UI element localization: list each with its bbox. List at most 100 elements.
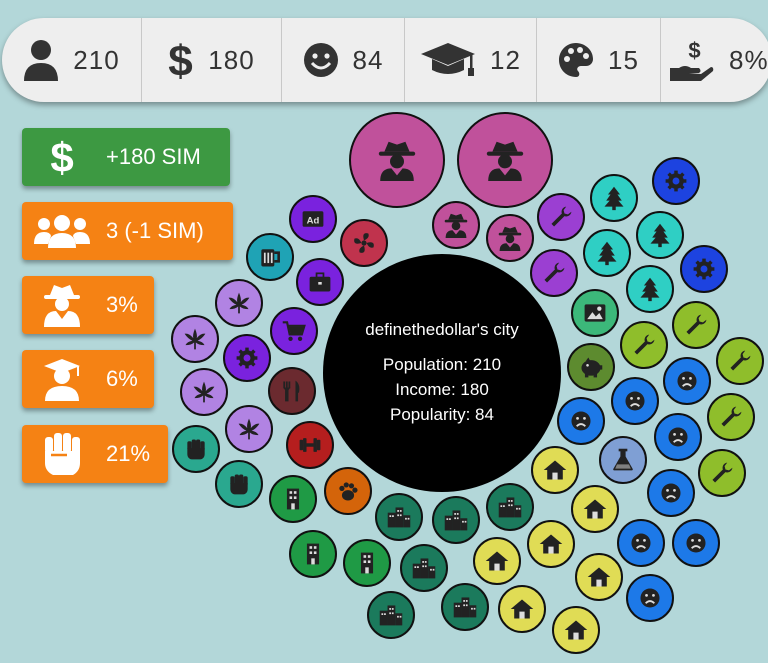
- citizens-button[interactable]: 3 (-1 SIM): [22, 202, 233, 260]
- cart-bubble[interactable]: [270, 307, 318, 355]
- spy-bubble[interactable]: [457, 112, 553, 208]
- gear-bubble[interactable]: [680, 245, 728, 293]
- leaf-bubble[interactable]: [180, 368, 228, 416]
- sad-bubble[interactable]: [617, 519, 665, 567]
- city-bubble[interactable]: [441, 583, 489, 631]
- wrench-bubble[interactable]: [698, 449, 746, 497]
- wrench-icon: [721, 406, 742, 427]
- tree-bubble[interactable]: [590, 174, 638, 222]
- city-bubble[interactable]: [486, 483, 534, 531]
- happiness-stat[interactable]: 84: [282, 18, 405, 102]
- wrench-icon: [730, 350, 751, 371]
- briefcase-bubble[interactable]: [296, 258, 344, 306]
- tax-stat[interactable]: $ 8%: [661, 18, 768, 102]
- stats-bar: 210 $ 180 84 12 15 $ 8%: [2, 18, 768, 102]
- sad-icon: [625, 391, 645, 411]
- home-icon: [587, 567, 611, 587]
- dumbbell-bubble[interactable]: [286, 421, 334, 469]
- wrench-bubble[interactable]: [620, 321, 668, 369]
- crime-button[interactable]: 3%: [22, 276, 154, 334]
- home-bubble[interactable]: [571, 485, 619, 533]
- flask-icon: [613, 448, 633, 471]
- wrench-bubble[interactable]: [716, 337, 764, 385]
- gear-bubble[interactable]: [652, 157, 700, 205]
- spy-bubble[interactable]: [349, 112, 445, 208]
- crime-button-label: 3%: [106, 292, 138, 317]
- home-bubble[interactable]: [531, 446, 579, 494]
- leaf-bubble[interactable]: [225, 405, 273, 453]
- sad-bubble[interactable]: [663, 357, 711, 405]
- tree-bubble[interactable]: [626, 265, 674, 313]
- image-bubble[interactable]: [571, 289, 619, 337]
- sad-bubble[interactable]: [626, 574, 674, 622]
- fist-icon: [187, 439, 205, 460]
- city-bubble[interactable]: [432, 496, 480, 544]
- fist-bubble[interactable]: [215, 460, 263, 508]
- population-stat[interactable]: 210: [2, 18, 142, 102]
- education-button[interactable]: 6%: [22, 350, 154, 408]
- building-bubble[interactable]: [343, 539, 391, 587]
- sad-icon: [677, 371, 697, 391]
- sad-bubble[interactable]: [672, 519, 720, 567]
- home-bubble[interactable]: [527, 520, 575, 568]
- svg-text:$: $: [169, 38, 194, 82]
- home-bubble[interactable]: [575, 553, 623, 601]
- city-bubble[interactable]: [400, 544, 448, 592]
- activism-button[interactable]: 21%: [22, 425, 168, 483]
- sad-bubble[interactable]: [611, 377, 659, 425]
- piggy-bubble[interactable]: [567, 343, 615, 391]
- spy-icon: [498, 226, 522, 251]
- gear-icon: [693, 258, 715, 280]
- wrench-bubble[interactable]: [530, 249, 578, 297]
- city-summary-circle[interactable]: definethedollar's city Population: 210 I…: [323, 254, 561, 492]
- ad-bubble[interactable]: Ad: [289, 195, 337, 243]
- piggy-icon: [581, 357, 603, 378]
- gear-bubble[interactable]: [223, 334, 271, 382]
- culture-stat[interactable]: 15: [537, 18, 661, 102]
- building-bubble[interactable]: [269, 475, 317, 523]
- sad-bubble[interactable]: [557, 397, 605, 445]
- tree-icon: [597, 241, 617, 266]
- home-icon: [564, 620, 588, 640]
- home-bubble[interactable]: [498, 585, 546, 633]
- flask-bubble[interactable]: [599, 436, 647, 484]
- fist-bubble[interactable]: [172, 425, 220, 473]
- graduate-icon: [34, 357, 90, 401]
- leaf-bubble[interactable]: [171, 315, 219, 363]
- leaf-bubble[interactable]: [215, 279, 263, 327]
- city-bubble[interactable]: [375, 493, 423, 541]
- spy-icon: [444, 213, 468, 238]
- wrench-bubble[interactable]: [537, 193, 585, 241]
- leaf-icon: [228, 292, 250, 314]
- education-stat[interactable]: 12: [405, 18, 537, 102]
- paw-icon: [339, 482, 358, 501]
- population-value: 210: [73, 44, 120, 75]
- beer-bubble[interactable]: [246, 233, 294, 281]
- wrench-bubble[interactable]: [672, 301, 720, 349]
- leaf-icon: [184, 328, 206, 350]
- income-stat[interactable]: $ 180: [142, 18, 282, 102]
- image-icon: [584, 304, 606, 322]
- home-icon: [583, 499, 607, 519]
- tree-bubble[interactable]: [583, 229, 631, 277]
- building-bubble[interactable]: [289, 530, 337, 578]
- sad-bubble[interactable]: [654, 413, 702, 461]
- cutlery-bubble[interactable]: [268, 367, 316, 415]
- spy-bubble[interactable]: [432, 201, 480, 249]
- city-bubble[interactable]: [367, 591, 415, 639]
- sad-icon: [631, 533, 651, 553]
- fan-bubble[interactable]: [340, 219, 388, 267]
- home-bubble[interactable]: [552, 606, 600, 654]
- income-button-label: +180 SIM: [106, 144, 201, 169]
- happiness-value: 84: [352, 44, 384, 75]
- wrench-bubble[interactable]: [707, 393, 755, 441]
- svg-text:Ad: Ad: [307, 215, 320, 226]
- leaf-icon: [193, 381, 215, 403]
- tax-value: 8%: [729, 44, 768, 75]
- paw-bubble[interactable]: [324, 467, 372, 515]
- spy-bubble[interactable]: [486, 214, 534, 262]
- home-bubble[interactable]: [473, 537, 521, 585]
- income-button[interactable]: $ +180 SIM: [22, 128, 230, 186]
- tree-bubble[interactable]: [636, 211, 684, 259]
- sad-bubble[interactable]: [647, 469, 695, 517]
